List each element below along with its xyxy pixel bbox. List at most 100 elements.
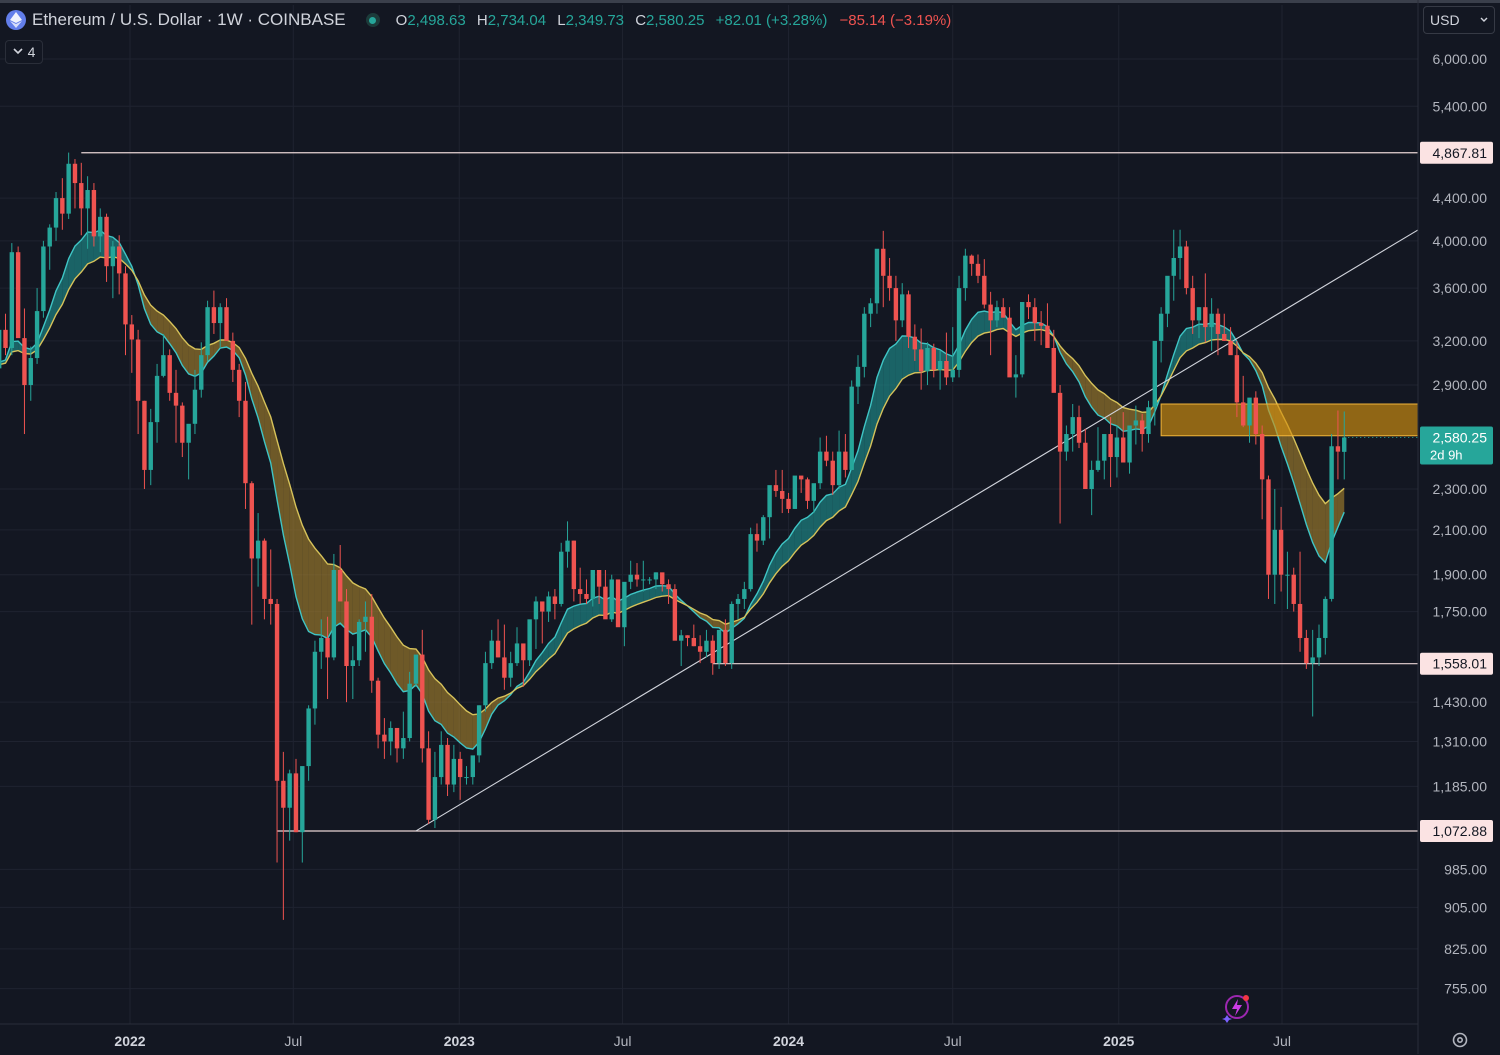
candle-body xyxy=(918,349,924,372)
candle xyxy=(123,266,128,356)
candle-body xyxy=(192,389,198,424)
indicators-toggle-button[interactable]: 4 xyxy=(5,40,43,64)
candle xyxy=(1013,355,1019,398)
candle-body xyxy=(660,572,665,585)
candle-body xyxy=(874,248,880,304)
candle xyxy=(1177,229,1183,280)
candle-body xyxy=(1076,417,1082,443)
candle-body xyxy=(678,635,684,641)
y-tick-label: 3,600.00 xyxy=(1433,280,1488,296)
candle-body xyxy=(148,422,153,470)
candle-body xyxy=(1228,340,1233,356)
market-status-icon[interactable] xyxy=(365,13,380,27)
ribbon-segment xyxy=(43,310,50,340)
candle xyxy=(495,619,501,658)
candle xyxy=(319,619,324,669)
candle-body xyxy=(868,303,873,314)
candle xyxy=(527,619,532,667)
candle-body xyxy=(1064,434,1069,452)
candle-body xyxy=(710,640,715,664)
ribbon-segment xyxy=(182,337,189,374)
ribbon-segment xyxy=(706,615,713,628)
candle xyxy=(868,298,873,328)
candle-body xyxy=(622,581,627,628)
symbol-title[interactable]: Ethereum / U.S. Dollar · 1W · COINBASE xyxy=(32,10,346,29)
candle xyxy=(1222,313,1227,341)
ribbon-segment xyxy=(403,645,410,692)
candle xyxy=(34,288,40,364)
candle xyxy=(1083,428,1088,490)
ribbon-segment xyxy=(636,590,644,605)
candle-body xyxy=(34,311,40,359)
candle xyxy=(161,333,166,378)
candle xyxy=(552,589,558,620)
candle xyxy=(931,343,936,378)
settings-gear-icon[interactable] xyxy=(1450,1030,1470,1050)
candle-body xyxy=(508,663,513,678)
ribbon-segment xyxy=(1337,488,1345,528)
candle xyxy=(1045,303,1050,348)
candle xyxy=(1057,385,1063,524)
candle-body xyxy=(527,619,532,661)
candle-body xyxy=(1152,340,1158,408)
candle xyxy=(1038,311,1044,346)
candle-body xyxy=(312,651,318,709)
candle xyxy=(85,176,90,249)
candle-body xyxy=(79,183,84,209)
candle xyxy=(382,718,387,759)
ribbon-segment xyxy=(87,231,94,264)
currency-select[interactable]: USD xyxy=(1423,6,1495,34)
ai-assistant-icon[interactable] xyxy=(1221,993,1251,1023)
candle xyxy=(729,601,734,669)
candle-body xyxy=(716,629,722,664)
candle xyxy=(798,475,804,493)
candle xyxy=(66,152,71,219)
candle xyxy=(691,624,697,647)
candle-body xyxy=(1013,374,1019,378)
ribbon-segment xyxy=(1312,483,1319,557)
candle xyxy=(281,751,286,920)
candle xyxy=(464,766,469,785)
candle-body xyxy=(1329,446,1334,599)
candle-body xyxy=(1070,417,1075,435)
candle-body xyxy=(704,640,709,652)
candle-body xyxy=(1007,317,1012,378)
candle xyxy=(173,369,179,443)
candle xyxy=(603,570,608,620)
candle xyxy=(540,601,545,644)
candle xyxy=(704,629,709,658)
candle xyxy=(1215,308,1221,356)
candle-body xyxy=(881,248,886,276)
candle-body xyxy=(805,479,810,501)
candle-body xyxy=(66,163,71,214)
candle xyxy=(1272,489,1277,604)
ohlc-values: O2,498.63 H2,734.04 L2,349.73 C2,580.25 … xyxy=(396,12,952,29)
candle xyxy=(375,677,381,749)
candle xyxy=(533,596,539,649)
candle-body xyxy=(1215,313,1221,334)
candle-body xyxy=(647,579,652,581)
candle-body xyxy=(85,190,90,209)
window-top-border xyxy=(0,0,1500,3)
candle xyxy=(363,601,368,652)
candle-body xyxy=(546,596,551,612)
ribbon-segment xyxy=(820,495,827,528)
candle-body xyxy=(944,360,949,378)
ribbon-segment xyxy=(1097,389,1105,418)
candle-body xyxy=(767,485,772,518)
close-label: C xyxy=(635,11,647,29)
candle xyxy=(944,332,949,386)
ribbon-segment xyxy=(56,278,63,315)
candle xyxy=(641,560,646,592)
candle xyxy=(773,469,779,497)
candle xyxy=(3,313,8,356)
ribbon-segment xyxy=(74,240,82,279)
candle-body xyxy=(495,640,501,658)
candle-body xyxy=(413,654,419,684)
ribbon-segment xyxy=(289,484,296,597)
ribbon-segment xyxy=(756,581,764,603)
level-price-tag xyxy=(1420,652,1493,675)
candle-body xyxy=(72,163,78,184)
ribbon-segment xyxy=(302,525,309,632)
